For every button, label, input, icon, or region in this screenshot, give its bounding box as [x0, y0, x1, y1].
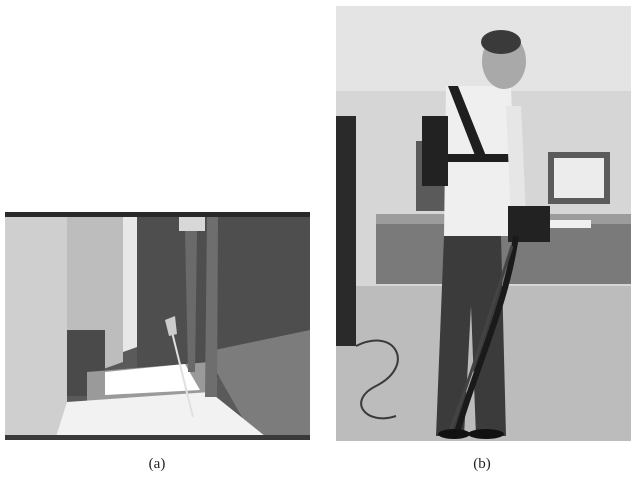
person-trousers: [436, 236, 506, 436]
person-arm: [506, 106, 526, 221]
floor-plane: [55, 392, 270, 440]
pillar-cap: [179, 217, 205, 231]
render-scene-graphic: [5, 212, 310, 440]
panel-a-caption: (a): [148, 456, 166, 472]
wearable-system-photo: [336, 6, 631, 441]
panel-b-caption: (b): [473, 456, 491, 472]
chest-strap: [444, 154, 516, 162]
floor-cables: [355, 339, 399, 420]
left-dark-panel: [336, 116, 356, 346]
left-building-wall: [5, 217, 67, 440]
device-cable-2: [446, 245, 514, 437]
right-wall-slab: [205, 330, 310, 440]
building-column-light: [123, 217, 137, 352]
backpack-strap: [448, 86, 486, 158]
photo-scene-graphic: [336, 6, 631, 441]
shoe-left: [438, 429, 470, 439]
virtual-environment-render: [5, 212, 310, 440]
virtual-cane: [169, 323, 194, 418]
virtual-hand: [165, 316, 177, 336]
pillar-1: [185, 231, 197, 372]
device-cable: [453, 235, 519, 437]
keyboard: [541, 220, 591, 228]
render-window-titlebar: [5, 212, 310, 217]
shoe-right: [468, 429, 504, 439]
lab-wall-upper: [336, 6, 631, 91]
render-bottom-edge: [5, 435, 310, 440]
person-hair: [481, 30, 521, 54]
right-monitor-screen: [554, 158, 604, 198]
pillar-2: [205, 217, 218, 397]
floor-highlight: [105, 364, 200, 395]
backpack: [422, 116, 448, 186]
